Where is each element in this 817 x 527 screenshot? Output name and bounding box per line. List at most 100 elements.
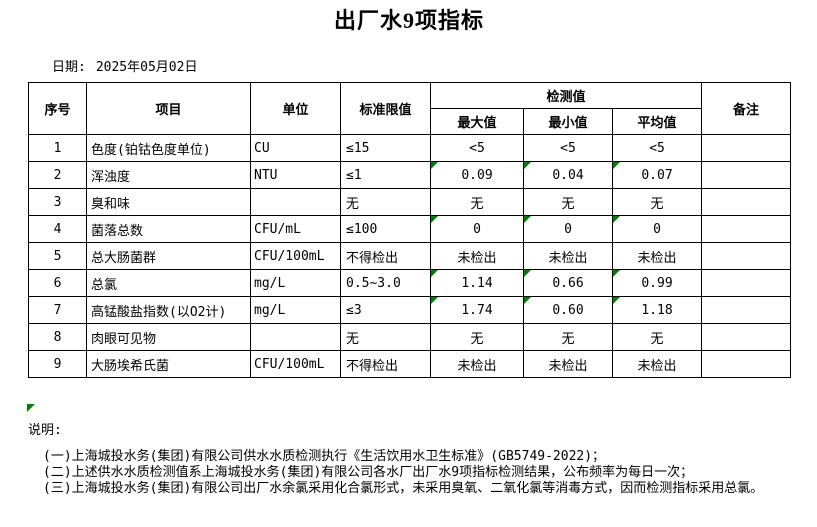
cell-no: 3 [28,188,87,216]
cell-no: 1 [28,134,87,162]
cell-max: 未检出 [430,242,524,270]
flag-triangle-icon [431,297,438,304]
cell-max: 1.74 [430,296,524,324]
cell-text: mg/L [254,275,286,291]
table-row: 2 浑浊度 NTU ≤1 0.09 0.04 0.07 [28,161,792,189]
cell-min: 0.60 [523,296,613,324]
report-date: 日期: 2025年05月02日 [52,56,197,75]
col-header-max: 最大值 [430,108,524,135]
col-header-min: 最小值 [523,108,613,135]
cell-remark [701,296,792,324]
flag-triangle-icon [613,216,620,223]
cell-text: 浑浊度 [91,169,131,185]
col-header-remark: 备注 [701,82,792,135]
cell-text: 0.07 [641,167,673,183]
cell-text: CFU/100mL [254,248,325,264]
cell-text: 0 [564,221,572,237]
cell-text: 菌落总数 [91,223,144,239]
table-row: 6 总氯 mg/L 0.5~3.0 1.14 0.66 0.99 [28,269,792,297]
cell-avg: 无 [611,188,703,216]
cell-text: 0.60 [552,302,584,318]
cell-text: 无 [470,196,484,212]
cell-text: CFU/mL [254,221,301,237]
cell-remark [701,269,792,297]
cell-avg: 0.07 [611,161,703,189]
cell-text: 大肠埃希氏菌 [91,358,170,374]
cell-min: 0 [523,215,613,243]
cell-text: 无 [561,331,575,347]
header-row-2: 最大值 最小值 平均值 [29,108,791,135]
cell-no: 2 [28,161,87,189]
cell-limit: ≤3 [340,296,431,324]
flag-triangle-icon [524,270,531,277]
cell-max: 0.09 [430,161,524,189]
cell-unit: NTU [250,161,341,189]
cell-min: 未检出 [523,350,613,378]
cell-text: 3 [53,194,62,210]
cell-text: 0 [653,221,661,237]
cell-text: 2 [53,167,62,183]
flag-triangle-icon [524,162,531,169]
cell-item: 总大肠菌群 [86,242,251,270]
cell-item: 大肠埃希氏菌 [86,350,251,378]
cell-no: 6 [28,269,87,297]
cell-limit: 0.5~3.0 [340,269,431,297]
cell-remark [701,188,792,216]
cell-item: 肉眼可见物 [86,323,251,351]
cell-remark [701,134,792,162]
cell-avg: 无 [611,323,703,351]
cell-item: 总氯 [86,269,251,297]
cell-min: 0.66 [523,269,613,297]
cell-text: 0.99 [641,275,673,291]
cell-text: 7 [53,302,62,318]
cell-text: <5 [649,140,665,156]
cell-max: 无 [430,188,524,216]
cell-text: 未检出 [457,250,497,266]
cell-text: 未检出 [637,358,677,374]
cell-max: 无 [430,323,524,351]
cell-max: <5 [430,134,524,162]
cell-text: 未检出 [637,250,677,266]
cell-text: ≤3 [346,302,362,318]
cell-remark [701,323,792,351]
cell-text: 6 [53,275,62,291]
cell-text: CU [254,140,270,156]
cell-text: 0.66 [552,275,584,291]
cell-text: 1.14 [461,275,493,291]
cell-text: 8 [53,329,62,345]
table-rows: 1 色度(铂钴色度单位) CU ≤15 <5 <5 <5 2 浑浊度 NTU ≤1 0.09 0.04 0… [28,134,792,378]
cell-text: 1.18 [641,302,673,318]
cell-text: 5 [53,248,62,264]
cell-text: 总大肠菌群 [91,250,157,266]
cell-avg: 1.18 [611,296,703,324]
cell-limit: 无 [340,188,431,216]
page-title: 出厂水9项指标 [333,8,484,33]
cell-remark [701,215,792,243]
cell-item: 臭和味 [86,188,251,216]
cell-text: 1.74 [461,302,493,318]
date-label: 日期: [52,60,86,75]
cell-unit: CFU/mL [250,215,341,243]
cell-text: CFU/100mL [254,356,325,372]
cell-unit: CFU/100mL [250,242,341,270]
flag-triangle-icon [613,162,620,169]
cell-unit [250,323,341,351]
cell-text: 0.09 [461,167,493,183]
note-line: (三)上海城投水务(集团)有限公司出厂水余氯采用化合氯形式，未采用臭氧、二氧化氯… [43,481,764,496]
cell-max: 0 [430,215,524,243]
cell-text: 0.04 [552,167,584,183]
indicators-table-wrap: 序号 项目 单位 标准限值 检测值 备注 最大值 最小值 平均值 1 色度(铂钴色… [28,82,792,378]
cell-avg: 0.99 [611,269,703,297]
col-header-limit: 标准限值 [340,82,431,135]
cell-no: 7 [28,296,87,324]
cell-text: 总氯 [91,277,118,293]
cell-text: mg/L [254,302,286,318]
cell-text: 无 [650,331,664,347]
cell-text: 1 [53,140,62,156]
cell-min: 无 [523,188,613,216]
cell-remark [701,161,792,189]
cell-item: 色度(铂钴色度单位) [86,134,251,162]
flag-triangle-icon [431,162,438,169]
indicators-table: 序号 项目 单位 标准限值 检测值 备注 最大值 最小值 平均值 1 色度(铂钴色… [28,82,792,378]
cell-text: ≤1 [346,167,362,183]
